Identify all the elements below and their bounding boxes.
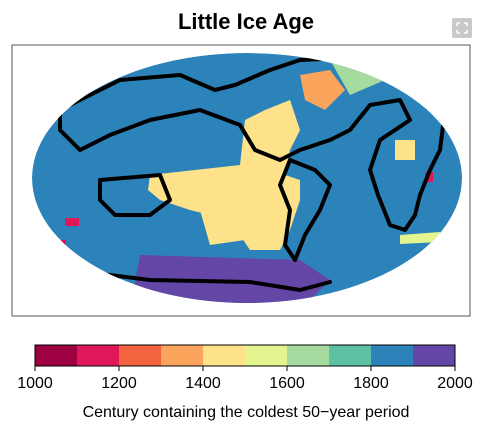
tick-label: 1400 xyxy=(185,375,221,392)
tick-label: 2000 xyxy=(437,375,473,392)
tick-label: 1800 xyxy=(353,375,389,392)
colorbar-bin xyxy=(35,345,77,366)
tick-label: 1200 xyxy=(101,375,137,392)
tick-label: 1600 xyxy=(269,375,305,392)
colorbar-bin xyxy=(329,345,371,366)
colorbar-label: Century containing the coldest 50−year p… xyxy=(83,404,410,421)
colorbar-bin xyxy=(245,345,287,366)
colorbar-bin xyxy=(203,345,245,366)
colorbar-bin xyxy=(119,345,161,366)
colorbar-bin xyxy=(413,345,455,366)
colorbar-bin xyxy=(287,345,329,366)
colorbar-bin xyxy=(77,345,119,366)
tick-label: 1000 xyxy=(17,375,53,392)
map-title: Little Ice Age xyxy=(178,9,314,34)
colorbar: 1000 1200 1400 1600 1800 2000 xyxy=(17,344,473,392)
colorbar-bin xyxy=(161,345,203,366)
colorbar-bin xyxy=(371,345,413,366)
colorbar-frame xyxy=(34,344,456,367)
fullscreen-button[interactable] xyxy=(452,18,472,38)
